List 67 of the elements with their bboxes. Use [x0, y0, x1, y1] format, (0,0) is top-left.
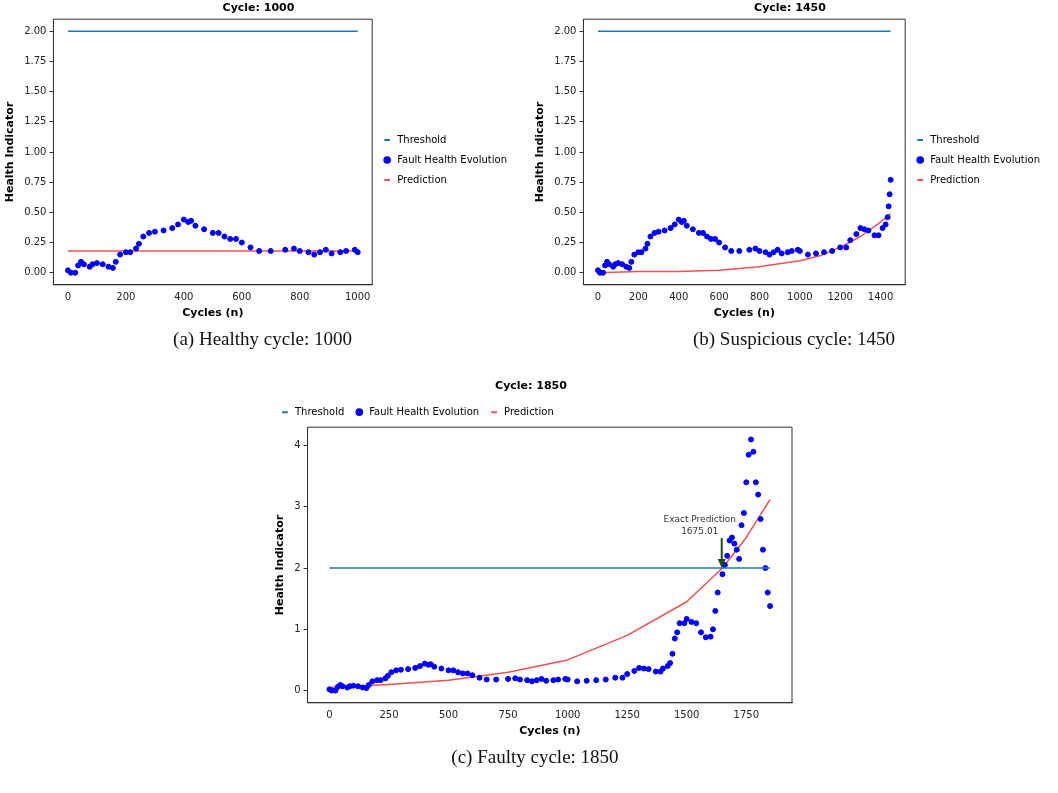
legend-label: Fault Health Evolution [397, 153, 508, 165]
y-tick-label: 0.75 [554, 175, 577, 187]
y-tick-label: 1.25 [554, 115, 577, 127]
x-axis-title: Cycles (n) [519, 724, 581, 738]
x-tick-label: 1750 [733, 709, 759, 721]
legend-label: Threshold [294, 405, 345, 417]
x-tick-label: 1250 [614, 709, 640, 721]
y-tick-label: 2 [294, 561, 301, 573]
x-tick-label: 750 [498, 709, 518, 721]
legend-label: Prediction [930, 173, 980, 185]
chart-title: Cycle: 1000 [222, 1, 295, 15]
y-tick-label: 4 [294, 439, 301, 451]
text: (b) Suspicious cycle: 1450 [691, 328, 897, 350]
x-tick-label: 0 [64, 291, 72, 303]
x-tick-label: 1400 [867, 291, 894, 303]
x-tick-label: 400 [174, 291, 194, 303]
chart-title: Cycle: 1850 [495, 379, 568, 393]
legend-label: Threshold [396, 133, 447, 145]
y-tick-label: 1 [294, 622, 301, 634]
y-tick-label: 1.00 [554, 145, 577, 157]
x-axis-title: Cycles (n) [182, 306, 244, 320]
y-tick-label: 2.00 [554, 24, 577, 36]
x-tick-label: 1000 [554, 709, 581, 721]
x-tick-label: 1000 [344, 291, 371, 303]
y-tick-label: 0.75 [24, 175, 47, 187]
x-tick-label: 600 [232, 291, 252, 303]
y-tick-label: 0.50 [554, 205, 577, 217]
x-tick-label: 250 [379, 709, 399, 721]
x-tick-label: 0 [326, 709, 333, 721]
legend-label: Prediction [397, 173, 447, 185]
legend-label: Prediction [504, 405, 554, 417]
chart-title: Cycle: 1450 [754, 1, 827, 15]
y-tick-label: 1.75 [554, 55, 577, 67]
legend-label: Fault Health Evolution [369, 405, 480, 417]
y-tick-label: 1.50 [24, 85, 47, 97]
legend-label: Threshold [929, 133, 980, 145]
y-axis-title: Health Indicator [273, 514, 287, 616]
x-tick-label: 400 [669, 291, 689, 303]
y-tick-label: 0.50 [24, 205, 47, 217]
x-tick-label: 800 [749, 291, 770, 303]
y-axis-title: Health Indicator [533, 101, 547, 203]
x-tick-label: 1500 [674, 709, 700, 721]
text: (c) Faulty cycle: 1850 [450, 746, 620, 768]
x-tick-label: 200 [116, 291, 136, 303]
y-tick-label: 0 [294, 684, 301, 696]
y-tick-label: 1.25 [24, 115, 47, 127]
y-tick-label: 0.00 [554, 266, 577, 278]
annotation: Exact Prediction 1675.01 [663, 514, 737, 537]
y-tick-label: 0.25 [24, 236, 47, 248]
x-tick-label: 500 [439, 709, 459, 721]
y-tick-label: 1.00 [24, 145, 47, 157]
y-tick-label: 0.00 [24, 266, 47, 278]
x-tick-label: 600 [709, 291, 729, 303]
x-axis-title: Cycles (n) [713, 306, 775, 320]
y-axis-title: Health Indicator [3, 101, 17, 203]
x-tick-label: 200 [628, 291, 648, 303]
x-tick-label: 1200 [827, 291, 853, 303]
y-tick-label: 1.50 [554, 85, 577, 97]
legend-label: Fault Health Evolution [930, 153, 1041, 165]
x-tick-label: 0 [594, 291, 602, 303]
y-tick-label: 1.75 [24, 55, 47, 67]
x-tick-label: 1000 [787, 291, 813, 303]
y-tick-label: 3 [294, 500, 301, 512]
text: (a) Healthy cycle: 1000 [172, 328, 353, 350]
y-tick-label: 2.00 [24, 24, 47, 36]
x-tick-label: 800 [290, 291, 310, 303]
y-tick-label: 0.25 [554, 236, 577, 248]
